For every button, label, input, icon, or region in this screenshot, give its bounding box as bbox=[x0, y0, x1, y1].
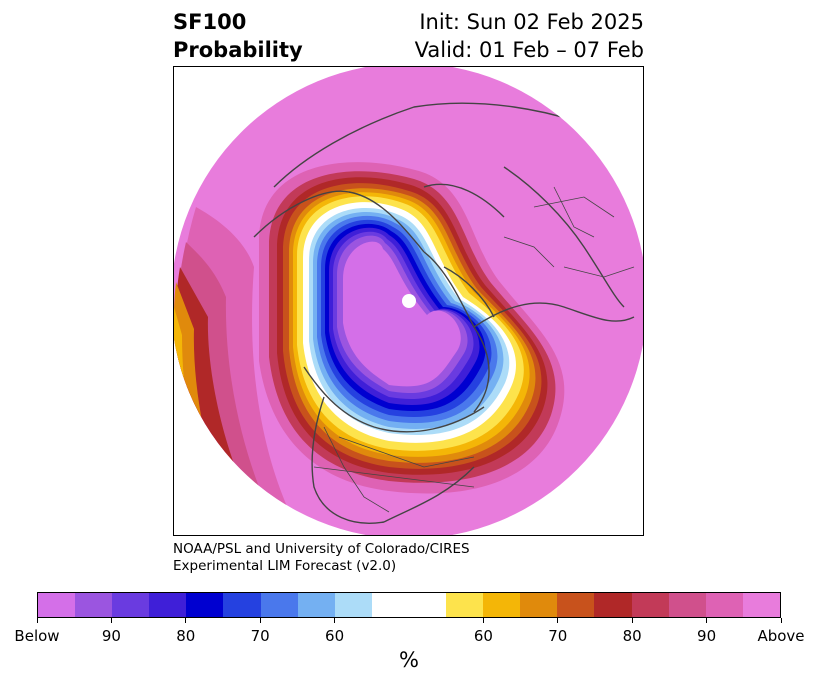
colorbar-unit-label: % bbox=[399, 648, 419, 672]
colorbar-segment bbox=[705, 593, 743, 617]
chart-title-left: SF100 Probability bbox=[173, 8, 303, 64]
valid-range: Valid: 01 Feb – 07 Feb bbox=[414, 38, 644, 62]
variable-name: SF100 bbox=[173, 10, 247, 34]
data-credit: NOAA/PSL and University of Colorado/CIRE… bbox=[173, 541, 470, 575]
colorbar-tick-label: 90 bbox=[101, 627, 121, 645]
colorbar-segment bbox=[112, 593, 150, 617]
colorbar-tick bbox=[482, 618, 484, 623]
colorbar-tick-label: Below bbox=[14, 627, 60, 645]
polar-map bbox=[174, 67, 643, 535]
colorbar-tick bbox=[557, 618, 559, 623]
colorbar-segment bbox=[260, 593, 298, 617]
colorbar-segment bbox=[186, 593, 224, 617]
lobe-core bbox=[343, 241, 461, 387]
colorbar-segment bbox=[594, 593, 632, 617]
colorbar bbox=[37, 592, 781, 618]
colorbar-segment bbox=[371, 593, 447, 617]
colorbar-segment bbox=[668, 593, 706, 617]
colorbar-tick bbox=[36, 618, 38, 623]
credit-line-1: NOAA/PSL and University of Colorado/CIRE… bbox=[173, 541, 470, 557]
product-name: Probability bbox=[173, 38, 303, 62]
colorbar-segment bbox=[223, 593, 261, 617]
colorbar-tick-label: 80 bbox=[622, 627, 642, 645]
init-date: Init: Sun 02 Feb 2025 bbox=[419, 10, 644, 34]
credit-line-2: Experimental LIM Forecast (v2.0) bbox=[173, 558, 397, 574]
colorbar-tick bbox=[185, 618, 187, 623]
colorbar-segment bbox=[520, 593, 558, 617]
colorbar-segment bbox=[483, 593, 521, 617]
colorbar-segment bbox=[557, 593, 595, 617]
colorbar-tick-label: 90 bbox=[697, 627, 717, 645]
colorbar-tick bbox=[631, 618, 633, 623]
colorbar-segment bbox=[742, 593, 780, 617]
colorbar-segment bbox=[631, 593, 669, 617]
map-panel bbox=[173, 66, 644, 536]
political-borders bbox=[313, 186, 635, 513]
colorbar-tick-label: 70 bbox=[250, 627, 270, 645]
colorbar-tick-label: 70 bbox=[548, 627, 568, 645]
chart-title-right: Init: Sun 02 Feb 2025 Valid: 01 Feb – 07… bbox=[415, 8, 644, 64]
colorbar-tick-label: Above bbox=[757, 627, 805, 645]
colorbar-tick bbox=[110, 618, 112, 623]
coastlines bbox=[253, 102, 635, 524]
colorbar-tick-label: 60 bbox=[473, 627, 493, 645]
colorbar-tick-label: 80 bbox=[176, 627, 196, 645]
colorbar-tick bbox=[706, 618, 708, 623]
colorbar-tick bbox=[780, 618, 782, 623]
colorbar-segment bbox=[149, 593, 187, 617]
colorbar-segment bbox=[297, 593, 335, 617]
colorbar-segment bbox=[334, 593, 372, 617]
colorbar-tick bbox=[259, 618, 261, 623]
colorbar-tick bbox=[334, 618, 336, 623]
colorbar-segment bbox=[38, 593, 76, 617]
north-pole-hole bbox=[402, 294, 416, 308]
colorbar-segment bbox=[446, 593, 484, 617]
colorbar-segment bbox=[75, 593, 113, 617]
colorbar-tick-label: 60 bbox=[325, 627, 345, 645]
west-band-orange bbox=[174, 282, 240, 535]
